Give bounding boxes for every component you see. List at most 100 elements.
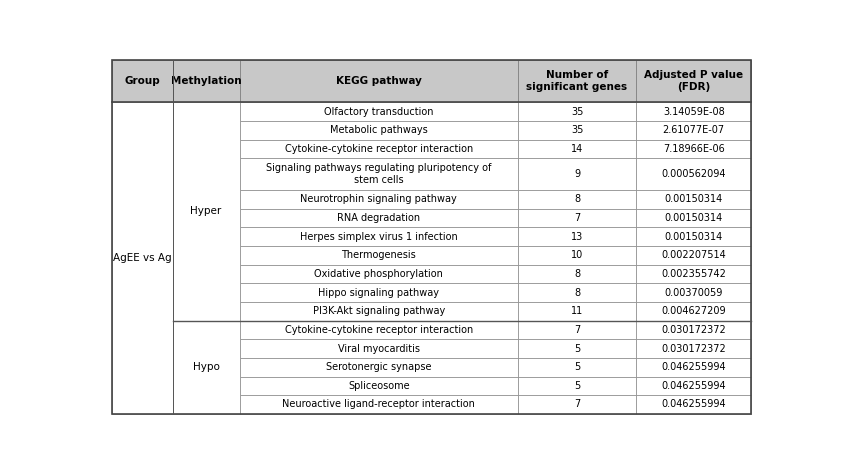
Text: 0.002207514: 0.002207514 (661, 250, 726, 260)
Text: Metabolic pathways: Metabolic pathways (330, 125, 428, 136)
Text: Viral myocarditis: Viral myocarditis (338, 343, 420, 354)
Bar (240, 159, 518, 190)
Text: 0.046255994: 0.046255994 (662, 400, 726, 409)
Text: Group: Group (125, 76, 160, 86)
Bar (240, 320, 518, 339)
Text: 8: 8 (574, 287, 580, 297)
Bar (518, 320, 637, 339)
Text: Hypo: Hypo (193, 362, 220, 372)
Text: 35: 35 (571, 125, 584, 136)
Text: 0.046255994: 0.046255994 (662, 362, 726, 372)
Bar (518, 283, 637, 302)
Bar (518, 395, 637, 414)
Text: Spliceosome: Spliceosome (348, 381, 409, 391)
Bar (518, 102, 637, 121)
Bar (518, 121, 637, 140)
Text: Adjusted P value
(FDR): Adjusted P value (FDR) (644, 70, 743, 92)
Bar (240, 358, 518, 377)
Text: 5: 5 (574, 362, 580, 372)
Text: 0.004627209: 0.004627209 (662, 306, 726, 316)
Text: 7.18966E-06: 7.18966E-06 (663, 144, 725, 154)
Bar (518, 358, 637, 377)
Bar (240, 121, 518, 140)
Text: Herpes simplex virus 1 infection: Herpes simplex virus 1 infection (300, 232, 458, 242)
Text: 5: 5 (574, 381, 580, 391)
Bar (112, 60, 173, 102)
Text: Serotonergic synapse: Serotonergic synapse (326, 362, 431, 372)
Text: Hippo signaling pathway: Hippo signaling pathway (318, 287, 440, 297)
Bar (240, 377, 518, 395)
Text: 2.61077E-07: 2.61077E-07 (663, 125, 725, 136)
Text: Neurotrophin signaling pathway: Neurotrophin signaling pathway (301, 194, 457, 204)
Text: 11: 11 (571, 306, 584, 316)
Text: 13: 13 (571, 232, 584, 242)
Bar (518, 140, 637, 159)
Text: Oxidative phosphorylation: Oxidative phosphorylation (314, 269, 443, 279)
Bar (637, 265, 751, 283)
Text: 9: 9 (574, 169, 580, 179)
Text: 0.000562094: 0.000562094 (662, 169, 726, 179)
Text: Cytokine-cytokine receptor interaction: Cytokine-cytokine receptor interaction (285, 325, 473, 335)
Bar (240, 265, 518, 283)
Text: 0.002355742: 0.002355742 (661, 269, 726, 279)
Bar (518, 159, 637, 190)
Text: 0.00150314: 0.00150314 (664, 213, 722, 223)
Bar (518, 227, 637, 246)
Bar (637, 209, 751, 227)
Bar (240, 339, 518, 358)
Bar (518, 265, 637, 283)
Bar (240, 190, 518, 209)
Text: 7: 7 (574, 400, 580, 409)
Bar (637, 140, 751, 159)
Bar (637, 377, 751, 395)
Bar (240, 102, 518, 121)
Bar (637, 190, 751, 209)
Bar (637, 227, 751, 246)
Bar (173, 102, 240, 320)
Text: 35: 35 (571, 106, 584, 117)
Text: 0.00150314: 0.00150314 (664, 232, 722, 242)
Bar (637, 121, 751, 140)
Bar (518, 339, 637, 358)
Text: 14: 14 (571, 144, 584, 154)
Text: Thermogenesis: Thermogenesis (341, 250, 416, 260)
Text: AgEE vs Ag: AgEE vs Ag (113, 253, 172, 263)
Bar (637, 358, 751, 377)
Bar (637, 302, 751, 320)
Bar (637, 159, 751, 190)
Text: 0.00370059: 0.00370059 (664, 287, 723, 297)
Bar (637, 102, 751, 121)
Text: 0.00150314: 0.00150314 (664, 194, 722, 204)
Bar (240, 140, 518, 159)
Text: 8: 8 (574, 194, 580, 204)
Bar (240, 246, 518, 265)
Text: KEGG pathway: KEGG pathway (336, 76, 422, 86)
Text: 7: 7 (574, 325, 580, 335)
Bar (518, 60, 637, 102)
Bar (518, 302, 637, 320)
Text: Neuroactive ligand-receptor interaction: Neuroactive ligand-receptor interaction (282, 400, 475, 409)
Text: Olfactory transduction: Olfactory transduction (324, 106, 434, 117)
Bar (240, 227, 518, 246)
Bar (637, 339, 751, 358)
Text: RNA degradation: RNA degradation (337, 213, 420, 223)
Text: Number of
significant genes: Number of significant genes (526, 70, 627, 92)
Bar (240, 209, 518, 227)
Text: 3.14059E-08: 3.14059E-08 (663, 106, 725, 117)
Bar (637, 283, 751, 302)
Bar (637, 320, 751, 339)
Text: 0.030172372: 0.030172372 (661, 325, 726, 335)
Text: PI3K-Akt signaling pathway: PI3K-Akt signaling pathway (312, 306, 445, 316)
Text: Cytokine-cytokine receptor interaction: Cytokine-cytokine receptor interaction (285, 144, 473, 154)
Bar (518, 377, 637, 395)
Text: Signaling pathways regulating pluripotency of
stem cells: Signaling pathways regulating pluripoten… (266, 163, 492, 185)
Text: 0.030172372: 0.030172372 (661, 343, 726, 354)
Bar (518, 209, 637, 227)
Bar (518, 246, 637, 265)
Bar (112, 102, 173, 414)
Text: Methylation: Methylation (171, 76, 242, 86)
Text: 10: 10 (571, 250, 584, 260)
Text: 0.046255994: 0.046255994 (662, 381, 726, 391)
Bar (637, 246, 751, 265)
Text: 8: 8 (574, 269, 580, 279)
